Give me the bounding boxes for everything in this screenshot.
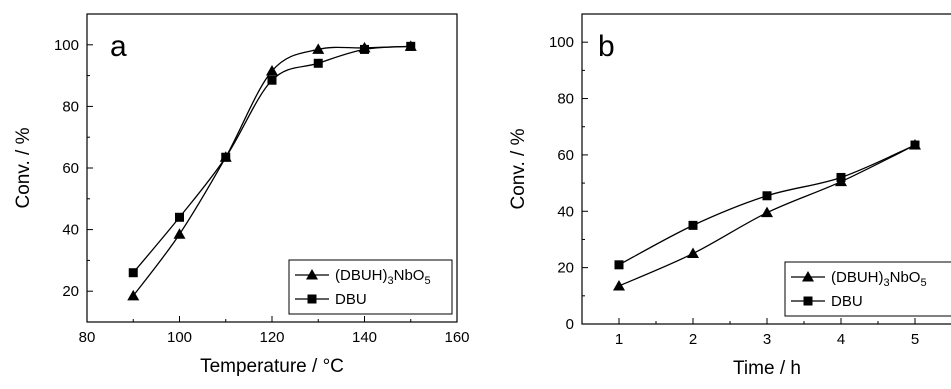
y-tick-label: 80 [62,98,79,115]
x-axis-label: Time / h [733,358,801,379]
data-point-dbuh3nbo5 [761,206,773,218]
x-tick-label: 5 [911,331,919,348]
y-tick-label: 100 [549,34,574,51]
y-tick-label: 20 [62,283,79,300]
legend-label-sub: 3 [884,277,890,289]
x-tick-label: 100 [167,329,192,346]
legend-label-sub: 5 [424,275,430,287]
legend-label-sub: 3 [388,275,394,287]
legend-box [784,261,951,317]
x-tick-label: 140 [352,329,377,346]
x-tick-label: 80 [79,329,96,346]
data-point-dbuh3nbo5 [687,247,699,259]
x-tick-label: 4 [837,331,845,348]
data-point-dbu [128,268,138,278]
y-tick-label: 40 [62,222,79,239]
legend-label: DBU [831,293,863,310]
data-point-dbu [267,75,277,85]
y-tick-label: 100 [54,37,79,54]
data-point-dbu [614,260,624,270]
legend-label-mid: NbO [890,269,921,286]
series-line-dbu [618,144,916,266]
y-tick-label: 60 [62,160,79,177]
y-tick-label: 80 [557,91,574,108]
x-tick-label: 1 [615,331,623,348]
legend-marker [802,271,814,282]
panel-letter: a [110,30,127,63]
data-point-dbu [360,44,369,54]
chart-panel-a: 80 100 120 140 160 20 40 60 80 100 Temperature / °… [13,13,470,377]
data-point-dbu [836,172,846,182]
legend: (DBUH)3NbO5 DBU [784,261,951,317]
legend-label: (DBUH)3NbO5 [335,267,431,287]
data-point-dbuh3nbo5 [173,228,186,239]
x-tick-label: 160 [444,329,469,346]
legend-label: DBU [335,291,367,308]
legend-label-sub: 5 [920,277,926,289]
data-point-dbu [221,152,231,162]
legend-box [288,259,453,315]
legend-marker [307,294,317,304]
x-axis-label: Temperature / °C [200,356,344,377]
x-tick-label: 120 [259,329,284,346]
data-point-dbu [688,220,698,230]
y-axis-label: Conv. / % [13,127,34,208]
panel-letter: b [598,30,615,63]
y-tick-label: 0 [566,316,574,333]
data-point-dbuh3nbo5 [613,279,625,291]
x-tick-label: 2 [689,331,697,348]
data-point-dbu [175,212,184,222]
legend: (DBUH)3NbO5 DBU [288,259,453,315]
legend-marker [306,269,318,280]
y-tick-label: 40 [557,203,574,220]
legend-label-mid: NbO [394,267,425,284]
x-tick-label: 3 [763,331,771,348]
legend-label: (DBUH)3NbO5 [831,269,927,289]
data-point-dbuh3nbo5 [312,43,325,54]
data-point-dbu [406,41,416,51]
chart-panel-b: 1 2 3 4 5 0 20 40 60 80 100 Time / h Conv. / % b (DBUH… [508,13,951,379]
y-tick-label: 60 [557,147,574,164]
data-point-dbu [762,191,772,201]
legend-marker [803,296,813,306]
data-point-dbuh3nbo5 [127,289,140,301]
data-point-dbu [313,58,323,68]
data-point-dbuh3nbo5 [266,64,278,76]
y-axis-label: Conv. / % [508,128,529,209]
y-tick-label: 20 [557,260,574,277]
legend-label-main: (DBUH) [831,269,884,286]
legend-label-main: (DBUH) [335,267,388,284]
data-point-dbu [910,140,920,150]
